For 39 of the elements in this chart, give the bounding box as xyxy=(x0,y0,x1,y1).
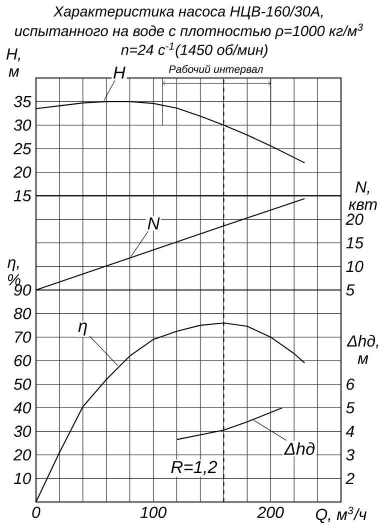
y-tick-label: 5 xyxy=(346,284,355,296)
y-tick-label: 80 xyxy=(14,308,32,320)
y-tick-label: 10 xyxy=(346,260,364,272)
text: η xyxy=(78,322,87,336)
annotation: R=1,2 xyxy=(171,460,218,476)
x-tick-label: 200 xyxy=(257,506,284,518)
y-tick-label: 40 xyxy=(14,402,32,414)
y-tick-label: 70 xyxy=(15,331,32,343)
legend-label: Δhд xyxy=(284,442,315,455)
x-tick-label: 100 xyxy=(140,506,167,518)
y2-tick-label: 4 xyxy=(346,426,354,437)
y-tick-label: 60 xyxy=(14,355,32,366)
y-tick-label: 30 xyxy=(14,426,32,437)
y-axis-title: η, % xyxy=(8,259,20,286)
y2-axis-title: Δhд, м xyxy=(346,334,378,364)
y-tick-label: 35 xyxy=(14,96,32,108)
y2-tick-label: 3 xyxy=(346,449,354,461)
y-tick-label: 20 xyxy=(13,449,32,461)
text: Рабочий интервал xyxy=(169,64,264,76)
chart-title: Характеристика насоса НЦВ-160/30А, xyxy=(53,6,323,20)
y-axis-title: N, квт xyxy=(348,182,377,210)
y-tick-label: 50 xyxy=(14,378,32,390)
y-tick-label: 25 xyxy=(13,143,32,154)
y-tick-label: 20 xyxy=(346,214,364,225)
y-tick-label: 20 xyxy=(13,166,32,178)
text: n=24 с$^{-1}$(1450 об/мин) xyxy=(121,42,268,58)
y-tick-label: 10 xyxy=(14,472,32,484)
y2-tick-label: 6 xyxy=(346,378,355,390)
y-axis-title: H, м xyxy=(6,48,20,77)
y2-tick-label: 2 xyxy=(346,472,354,484)
y-tick-label: 90 xyxy=(14,284,32,296)
chart-subtitle: испытанного на воде с плотностью ρ=1000 кг/м$^{3}$ xyxy=(14,24,363,40)
series-label: N xyxy=(148,218,160,230)
x-axis-title: Q, м$^{3}$/ч xyxy=(316,506,367,523)
y-tick-label: 30 xyxy=(14,119,32,131)
y-tick-label: 15 xyxy=(14,190,32,202)
legend-label: H xyxy=(113,66,126,79)
x-tick-label: 0 xyxy=(32,506,40,518)
y-tick-label: 15 xyxy=(346,237,364,248)
